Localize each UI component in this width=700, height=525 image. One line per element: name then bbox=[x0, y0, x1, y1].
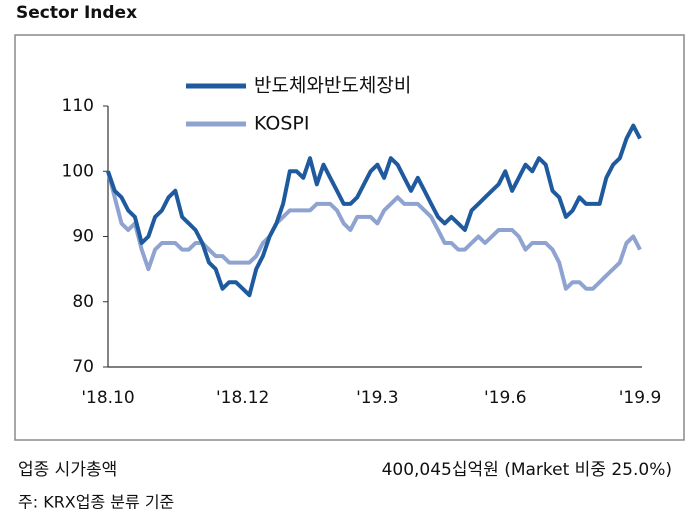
footer-label: 업종 시가총액 bbox=[18, 460, 117, 480]
x-tick-label: '19.6 bbox=[484, 388, 527, 408]
series-line bbox=[106, 123, 642, 298]
footer-value: 400,045십억원 (Market 비중 25.0%) bbox=[382, 460, 672, 480]
x-tick-label: '19.9 bbox=[619, 388, 662, 408]
y-tick-label: 100 bbox=[62, 161, 94, 181]
y-tick-label: 90 bbox=[72, 227, 94, 247]
footer-note: 주: KRX업종 분류 기준 bbox=[18, 493, 174, 512]
y-tick-label: 70 bbox=[72, 357, 94, 377]
y-tick-label: 80 bbox=[72, 292, 94, 312]
x-tick-label: '18.12 bbox=[216, 388, 269, 408]
chart-title: Sector Index bbox=[16, 3, 137, 23]
x-tick-label: '18.10 bbox=[81, 388, 134, 408]
legend-label: 반도체와반도체장비 bbox=[254, 75, 411, 97]
y-tick-label: 110 bbox=[62, 96, 94, 116]
chart-frame bbox=[14, 34, 685, 441]
series-line bbox=[106, 170, 642, 291]
legend-label: KOSPI bbox=[254, 113, 310, 135]
x-tick-label: '19.3 bbox=[356, 388, 399, 408]
